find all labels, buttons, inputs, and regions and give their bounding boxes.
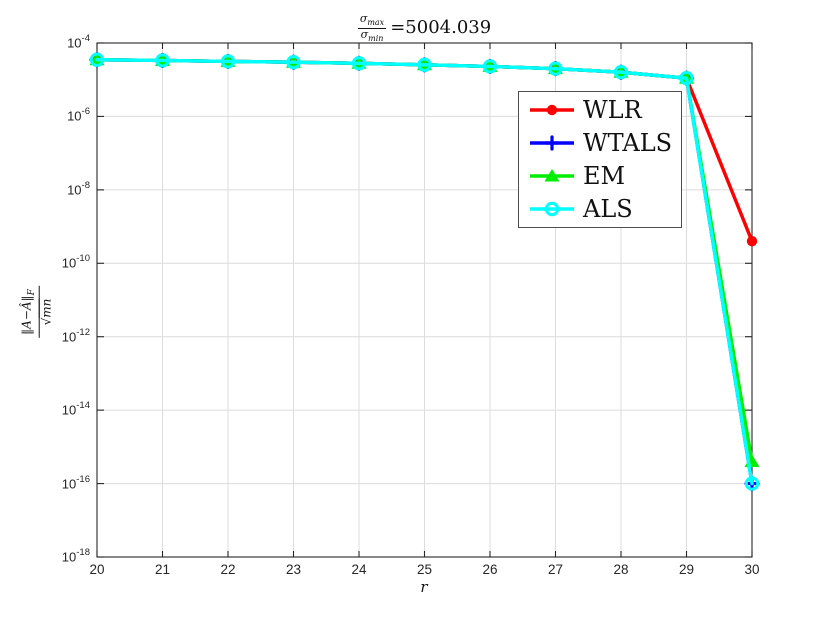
circle-open-marker (679, 70, 694, 86)
circle-open-marker (744, 476, 760, 491)
circle-open-marker (544, 201, 560, 217)
title-value: =5004.039 (390, 16, 492, 38)
title-fraction-denominator: σmin (360, 27, 384, 44)
y-label-denominator: √mn (38, 298, 54, 326)
y-label-numerator: ‖A−Â‖F (19, 286, 40, 338)
chart-title: σmax σmin =5004.039 (97, 12, 752, 44)
circle-open-marker (548, 61, 563, 76)
circle-open-marker (351, 56, 367, 71)
x-tick-label: 23 (285, 562, 302, 577)
legend-item-ALS: ALS (519, 193, 681, 226)
x-axis-label: r (420, 578, 428, 596)
circle-open-marker (286, 54, 301, 70)
y-tick-label: 10-6 (67, 106, 90, 124)
y-tick-label: 10-16 (61, 473, 90, 491)
legend-item-WTALS: WTALS (519, 127, 681, 160)
x-tick-label: 27 (547, 562, 564, 577)
x-tick-label: 21 (154, 562, 171, 577)
x-tick-label: 26 (482, 562, 498, 577)
legend-swatch (530, 135, 574, 151)
title-fraction-numerator: σmax (357, 12, 387, 29)
y-tick-label: 10-14 (61, 400, 90, 418)
legend-label: WTALS (583, 129, 673, 157)
circle-filled-marker (546, 104, 558, 116)
legend-swatch (530, 201, 574, 217)
legend-swatch (530, 104, 574, 116)
circle-open-marker (89, 52, 105, 67)
legend-swatch (530, 169, 574, 182)
circle-filled-marker (746, 235, 758, 247)
circle-open-marker (220, 54, 236, 69)
x-tick-label: 28 (613, 562, 629, 577)
triangle-filled-marker (544, 169, 560, 182)
legend-item-EM: EM (519, 160, 681, 193)
x-tick-label: 25 (416, 562, 433, 577)
x-tick-label: 30 (744, 562, 760, 577)
circle-open-marker (417, 57, 432, 72)
legend-label: ALS (583, 195, 633, 223)
title-fraction: σmax σmin (357, 12, 387, 44)
x-tick-label: 24 (351, 562, 367, 577)
y-tick-label: 10-12 (61, 326, 90, 345)
y-tick-label: 10-10 (61, 253, 90, 271)
legend-item-WLR: WLR (519, 94, 681, 127)
x-tick-label: 22 (220, 562, 236, 577)
y-tick-label: 10-18 (61, 547, 90, 565)
circle-open-marker (482, 59, 498, 74)
legend: WLR WTALS EM ALS (518, 91, 682, 228)
legend-label: WLR (583, 96, 642, 124)
plus-marker (544, 135, 560, 151)
circle-open-marker (155, 53, 170, 68)
legend-label: EM (583, 162, 626, 190)
y-tick-label: 10-4 (67, 33, 90, 51)
circle-open-marker (613, 65, 629, 80)
y-tick-label: 10-8 (67, 179, 90, 198)
series-ALS-line (95, 58, 754, 486)
series-ALS-markers (89, 52, 760, 491)
x-tick-label: 29 (678, 562, 695, 577)
x-tick-label: 20 (89, 562, 105, 577)
